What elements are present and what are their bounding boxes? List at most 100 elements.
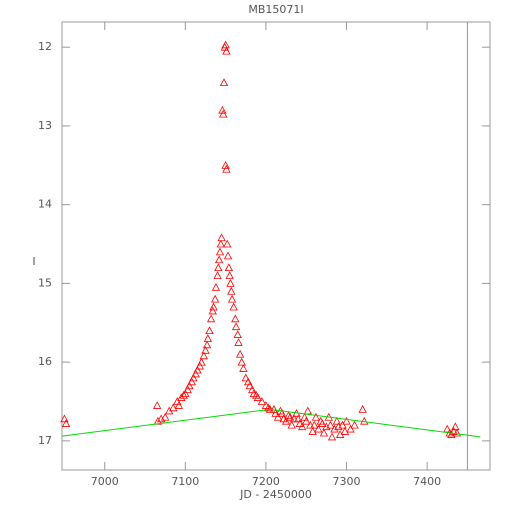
- x-axis-label: JD - 2450000: [239, 488, 312, 501]
- data-point: [189, 373, 198, 382]
- data-point: [208, 306, 217, 315]
- data-point: [285, 412, 295, 421]
- data-point: [210, 294, 220, 303]
- data-point: [202, 340, 212, 349]
- data-point: [338, 420, 347, 429]
- data-point: [177, 393, 186, 401]
- data-point: [223, 239, 232, 248]
- data-point: [273, 412, 283, 421]
- data-point: [342, 416, 351, 425]
- data-point: [221, 160, 230, 169]
- data-point: [218, 105, 227, 114]
- data-point: [199, 351, 209, 360]
- data-point: [227, 286, 236, 295]
- data-point: [222, 164, 231, 173]
- data-point: [358, 405, 367, 413]
- data-point: [222, 46, 231, 55]
- data-point: [185, 381, 194, 390]
- data-point: [287, 420, 296, 429]
- y-tick-label: 12: [38, 40, 52, 53]
- data-point: [187, 377, 196, 386]
- data-point: [281, 416, 291, 425]
- data-point: [214, 263, 223, 272]
- data-point: [219, 78, 229, 87]
- y-axis-label: I: [32, 255, 35, 268]
- data-point: [449, 427, 458, 435]
- data-point: [293, 414, 303, 423]
- data-point: [229, 302, 238, 311]
- data-point: [179, 390, 188, 399]
- y-tick-label: 16: [38, 355, 52, 368]
- data-point: [332, 416, 342, 425]
- data-point: [314, 424, 323, 433]
- data-point: [257, 397, 267, 405]
- data-point: [318, 419, 327, 427]
- data-point: [245, 381, 254, 390]
- data-point: [235, 349, 245, 358]
- data-point: [253, 393, 263, 401]
- data-point: [161, 412, 170, 421]
- data-point: [451, 422, 460, 431]
- data-point: [233, 330, 242, 338]
- data-point: [237, 357, 246, 366]
- data-point: [452, 428, 462, 437]
- data-point: [327, 432, 337, 441]
- data-point: [302, 416, 311, 425]
- data-point: [306, 420, 315, 429]
- data-point: [217, 233, 226, 242]
- data-point: [224, 263, 234, 272]
- data-point: [152, 401, 162, 409]
- data-point: [226, 279, 235, 287]
- y-tick-label: 17: [38, 434, 52, 447]
- data-point: [195, 361, 205, 370]
- chart-title: MB15071I: [248, 3, 303, 16]
- data-point: [183, 385, 192, 394]
- x-tick-label: 7100: [171, 475, 199, 488]
- data-point: [181, 389, 190, 398]
- data-point: [311, 412, 321, 421]
- data-point: [326, 420, 335, 429]
- data-point: [174, 401, 184, 409]
- data-point: [193, 365, 202, 374]
- data-point: [231, 314, 240, 323]
- data-point: [221, 40, 230, 49]
- y-tick-label: 13: [38, 119, 52, 132]
- data-point: [350, 420, 359, 429]
- x-tick-label: 7400: [413, 475, 441, 488]
- data-point: [303, 406, 313, 415]
- data-point: [191, 369, 200, 378]
- x-tick-label: 7000: [91, 475, 119, 488]
- data-point: [234, 338, 243, 346]
- data-point: [319, 428, 329, 437]
- data-point: [346, 424, 355, 433]
- data-point: [205, 326, 214, 335]
- plot-frame: [61, 21, 491, 471]
- data-point: [203, 334, 213, 342]
- data-point: [169, 403, 178, 412]
- data-point: [289, 414, 299, 423]
- y-tick-label: 14: [38, 198, 52, 211]
- data-point: [231, 322, 241, 331]
- data-point: [206, 314, 216, 323]
- data-point: [215, 255, 224, 264]
- y-tick-label: 15: [38, 276, 52, 289]
- data-point: [284, 411, 293, 420]
- data-point: [60, 414, 69, 423]
- data-point: [241, 373, 250, 382]
- data-point: [209, 302, 218, 311]
- data-point: [61, 419, 71, 427]
- data-point: [211, 282, 221, 291]
- data-point: [340, 427, 350, 435]
- data-point: [330, 424, 339, 433]
- data-point: [197, 357, 206, 366]
- data-point: [443, 424, 452, 433]
- data-point: [295, 419, 304, 427]
- data-point: [215, 247, 225, 256]
- data-point: [216, 239, 225, 248]
- data-point: [213, 271, 222, 279]
- data-point: [239, 364, 248, 372]
- data-point: [310, 420, 319, 429]
- x-tick-label: 7300: [333, 475, 361, 488]
- data-point: [219, 109, 228, 118]
